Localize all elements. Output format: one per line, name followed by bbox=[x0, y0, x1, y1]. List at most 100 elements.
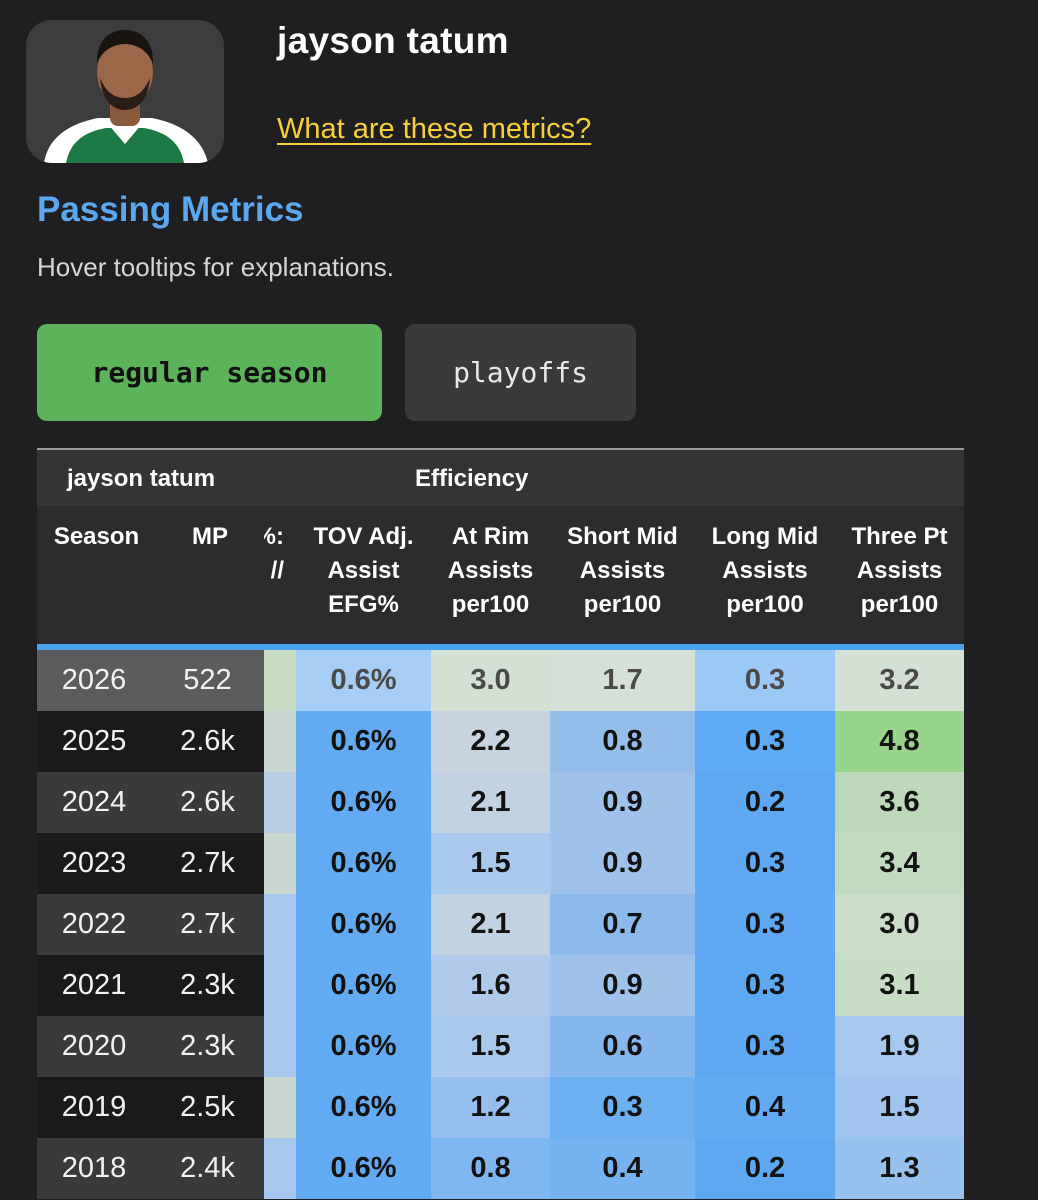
long-mid-assists-cell: 0.3 bbox=[695, 894, 835, 955]
table-row: 2020 2.3k 0.6% 1.5 0.6 0.3 1.9 bbox=[37, 1016, 964, 1077]
header-mp[interactable]: MP bbox=[192, 523, 228, 550]
short-mid-assists-cell: 0.8 bbox=[550, 711, 695, 772]
three-pt-assists-cell: 3.1 bbox=[835, 955, 964, 1016]
section-title: Passing Metrics bbox=[37, 190, 304, 229]
season-cell: 2023 bbox=[37, 833, 151, 894]
season-cell: 2021 bbox=[37, 955, 151, 1016]
header-season[interactable]: Season bbox=[53, 523, 140, 550]
group-header-player: jayson tatum bbox=[67, 465, 216, 492]
table-top-border bbox=[37, 448, 964, 450]
three-pt-assists-cell: 3.4 bbox=[835, 833, 964, 894]
table-row: 2019 2.5k 0.6% 1.2 0.3 0.4 1.5 bbox=[37, 1077, 964, 1138]
season-cell: 2022 bbox=[37, 894, 151, 955]
short-mid-assists-cell: 0.6 bbox=[550, 1016, 695, 1077]
at-rim-assists-cell: 1.5 bbox=[431, 1016, 550, 1077]
long-mid-assists-cell: 0.2 bbox=[695, 772, 835, 833]
tov-adj-assist-efg-cell: 0.6% bbox=[296, 772, 431, 833]
short-mid-assists-cell: 0.9 bbox=[550, 833, 695, 894]
mp-cell: 2.4k bbox=[151, 1138, 264, 1199]
player-name: jayson tatum bbox=[277, 20, 509, 61]
short-mid-assists-cell: 0.7 bbox=[550, 894, 695, 955]
passing-metrics-table: jayson tatum Efficiency Season MP %: // … bbox=[37, 448, 964, 1200]
table-column-header: Season MP %: // TOV Adj. Assist EFG% At … bbox=[37, 506, 964, 644]
header-long-mid-assists[interactable]: Long Mid Assists per100 bbox=[711, 523, 819, 618]
at-rim-assists-cell: 0.8 bbox=[431, 1138, 550, 1199]
header-underline bbox=[37, 644, 964, 650]
tooltip-hint: Hover tooltips for explanations. bbox=[37, 252, 394, 282]
mp-cell: 2.7k bbox=[151, 833, 264, 894]
short-mid-assists-cell: 0.4 bbox=[550, 1138, 695, 1199]
mp-cell: 2.6k bbox=[151, 711, 264, 772]
at-rim-assists-cell: 2.2 bbox=[431, 711, 550, 772]
long-mid-assists-cell: 0.3 bbox=[695, 955, 835, 1016]
mp-cell: 2.5k bbox=[151, 1077, 264, 1138]
mp-cell: 2.3k bbox=[151, 1016, 264, 1077]
long-mid-assists-cell: 0.3 bbox=[695, 1016, 835, 1077]
table-row: 2025 2.6k 0.6% 2.2 0.8 0.3 4.8 bbox=[37, 711, 964, 772]
at-rim-assists-cell: 2.1 bbox=[431, 772, 550, 833]
season-cell: 2026 bbox=[37, 650, 151, 711]
three-pt-assists-cell: 3.2 bbox=[835, 650, 964, 711]
header-three-pt-assists[interactable]: Three Pt Assists per100 bbox=[851, 523, 948, 618]
three-pt-assists-cell: 1.3 bbox=[835, 1138, 964, 1199]
tov-adj-assist-efg-cell: 0.6% bbox=[296, 650, 431, 711]
short-mid-assists-cell: 0.9 bbox=[550, 772, 695, 833]
mp-cell: 2.6k bbox=[151, 772, 264, 833]
clipped-cell bbox=[264, 711, 296, 772]
at-rim-assists-cell: 1.5 bbox=[431, 833, 550, 894]
tov-adj-assist-efg-cell: 0.6% bbox=[296, 894, 431, 955]
table-row: 2018 2.4k 0.6% 0.8 0.4 0.2 1.3 bbox=[37, 1138, 964, 1199]
clipped-cell bbox=[264, 955, 296, 1016]
table-row: 2024 2.6k 0.6% 2.1 0.9 0.2 3.6 bbox=[37, 772, 964, 833]
season-cell: 2025 bbox=[37, 711, 151, 772]
tov-adj-assist-efg-cell: 0.6% bbox=[296, 1016, 431, 1077]
short-mid-assists-cell: 0.9 bbox=[550, 955, 695, 1016]
clipped-cell bbox=[264, 1077, 296, 1138]
mp-cell: 2.3k bbox=[151, 955, 264, 1016]
three-pt-assists-cell: 3.0 bbox=[835, 894, 964, 955]
three-pt-assists-cell: 1.5 bbox=[835, 1077, 964, 1138]
season-cell: 2018 bbox=[37, 1138, 151, 1199]
three-pt-assists-cell: 3.6 bbox=[835, 772, 964, 833]
header-at-rim-assists[interactable]: At Rim Assists per100 bbox=[447, 523, 534, 618]
long-mid-assists-cell: 0.2 bbox=[695, 1138, 835, 1199]
table-row: 2022 2.7k 0.6% 2.1 0.7 0.3 3.0 bbox=[37, 894, 964, 955]
three-pt-assists-cell: 1.9 bbox=[835, 1016, 964, 1077]
player-photo bbox=[26, 20, 224, 163]
long-mid-assists-cell: 0.4 bbox=[695, 1077, 835, 1138]
group-header-efficiency: Efficiency bbox=[415, 465, 529, 492]
tov-adj-assist-efg-cell: 0.6% bbox=[296, 833, 431, 894]
playoffs-button[interactable]: playoffs bbox=[405, 324, 636, 421]
mp-cell: 522 bbox=[151, 650, 264, 711]
clipped-cell bbox=[264, 772, 296, 833]
short-mid-assists-cell: 1.7 bbox=[550, 650, 695, 711]
header-clipped-column: %: // bbox=[264, 520, 284, 610]
table-row: 2026 522 0.6% 3.0 1.7 0.3 3.2 bbox=[37, 650, 964, 711]
three-pt-assists-cell: 4.8 bbox=[835, 711, 964, 772]
table-row: 2023 2.7k 0.6% 1.5 0.9 0.3 3.4 bbox=[37, 833, 964, 894]
metrics-help-link[interactable]: What are these metrics? bbox=[277, 113, 592, 145]
short-mid-assists-cell: 0.3 bbox=[550, 1077, 695, 1138]
header-short-mid-assists[interactable]: Short Mid Assists per100 bbox=[567, 523, 678, 618]
clipped-cell bbox=[264, 1138, 296, 1199]
player-avatar bbox=[26, 20, 224, 163]
season-cell: 2020 bbox=[37, 1016, 151, 1077]
table-row: 2021 2.3k 0.6% 1.6 0.9 0.3 3.1 bbox=[37, 955, 964, 1016]
season-cell: 2019 bbox=[37, 1077, 151, 1138]
at-rim-assists-cell: 1.2 bbox=[431, 1077, 550, 1138]
tov-adj-assist-efg-cell: 0.6% bbox=[296, 955, 431, 1016]
tov-adj-assist-efg-cell: 0.6% bbox=[296, 1077, 431, 1138]
long-mid-assists-cell: 0.3 bbox=[695, 833, 835, 894]
mp-cell: 2.7k bbox=[151, 894, 264, 955]
clipped-cell bbox=[264, 894, 296, 955]
at-rim-assists-cell: 3.0 bbox=[431, 650, 550, 711]
regular-season-button[interactable]: regular season bbox=[37, 324, 382, 421]
clipped-cell bbox=[264, 1016, 296, 1077]
header-tov-adj-assist-efg[interactable]: TOV Adj. Assist EFG% bbox=[313, 523, 414, 618]
clipped-cell bbox=[264, 833, 296, 894]
at-rim-assists-cell: 2.1 bbox=[431, 894, 550, 955]
long-mid-assists-cell: 0.3 bbox=[695, 650, 835, 711]
header-clipped-label: %: // bbox=[264, 523, 284, 584]
season-cell: 2024 bbox=[37, 772, 151, 833]
clipped-cell bbox=[264, 650, 296, 711]
